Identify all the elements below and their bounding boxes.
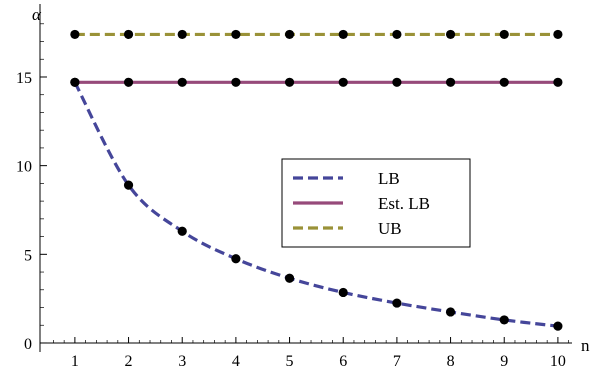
data-point-ub xyxy=(392,29,402,40)
y-tick-label: 0 xyxy=(24,336,32,353)
data-point-lb xyxy=(123,180,134,190)
x-tick-label: 7 xyxy=(393,353,401,370)
x-tick-label: 3 xyxy=(178,353,186,370)
data-point-est-lb xyxy=(553,77,563,87)
x-tick-label: 1 xyxy=(71,353,79,370)
y-tick-label: 5 xyxy=(24,247,32,264)
points-layer xyxy=(70,29,563,331)
data-point-lb xyxy=(392,298,402,308)
data-point-ub xyxy=(338,29,348,40)
data-point-est-lb xyxy=(231,77,241,87)
data-point-est-lb xyxy=(445,77,456,87)
data-point-lb xyxy=(553,321,563,331)
x-tick-label: 8 xyxy=(447,353,455,370)
data-point-ub xyxy=(553,29,563,40)
data-point-ub xyxy=(499,29,509,40)
x-tick-label: 5 xyxy=(286,353,294,370)
x-tick-label: 4 xyxy=(232,353,240,370)
data-point-ub xyxy=(445,29,456,40)
x-tick-label: 2 xyxy=(125,353,133,370)
x-tick-label: 10 xyxy=(550,353,566,370)
data-point-ub xyxy=(123,29,134,40)
data-point-ub xyxy=(70,29,80,40)
data-point-lb xyxy=(338,287,348,298)
legend: LB Est. LB UB xyxy=(281,158,471,248)
data-point-lb xyxy=(499,315,509,325)
data-point-ub xyxy=(177,29,187,40)
y-tick-label: 15 xyxy=(16,70,32,87)
data-point-est-lb xyxy=(499,77,509,87)
legend-label-est-lb: Est. LB xyxy=(378,194,430,213)
legend-label-ub: UB xyxy=(378,219,402,238)
series-layer xyxy=(73,32,559,328)
data-point-lb xyxy=(284,273,295,283)
axes: 1 2 3 4 5 6 7 8 9 10 0 5 10 15 xyxy=(16,4,572,370)
x-axis-title: n xyxy=(581,336,590,355)
data-point-est-lb xyxy=(338,77,348,87)
data-point-lb xyxy=(177,226,187,236)
y-tick-label: 10 xyxy=(16,159,32,176)
data-point-est-lb xyxy=(392,77,402,87)
data-point-ub xyxy=(231,29,241,40)
y-axis-title: α xyxy=(32,5,42,24)
data-point-lb xyxy=(231,254,241,264)
data-point-est-lb xyxy=(177,77,187,87)
data-point-est-lb xyxy=(70,77,80,87)
legend-label-lb: LB xyxy=(378,169,400,188)
x-tick-label: 6 xyxy=(339,353,347,370)
data-point-est-lb xyxy=(123,77,134,87)
data-point-est-lb xyxy=(284,77,295,87)
data-point-ub xyxy=(284,29,295,40)
data-point-lb xyxy=(445,307,456,317)
series-line-lb xyxy=(73,81,559,328)
x-tick-label: 9 xyxy=(500,353,508,370)
